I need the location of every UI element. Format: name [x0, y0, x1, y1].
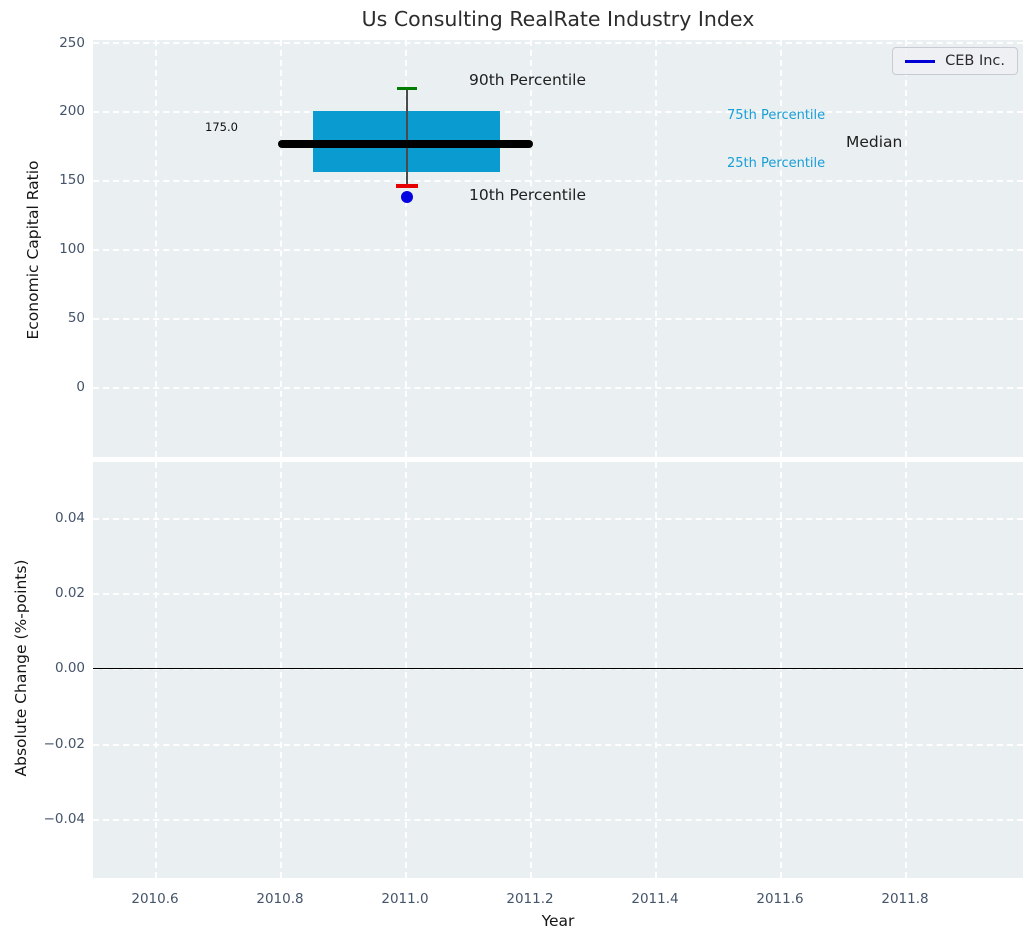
gridline — [405, 462, 407, 878]
ytick-150: 150 — [59, 172, 85, 188]
ceb-data-point — [401, 191, 413, 203]
legend-label: CEB Inc. — [945, 53, 1005, 69]
zero-baseline — [93, 667, 1023, 670]
gridline — [155, 462, 157, 878]
xtick-2011.0: 2011.0 — [381, 891, 429, 907]
gridline — [905, 462, 907, 878]
ytick-0.02: 0.02 — [54, 585, 85, 601]
annotation-25th-percentile: 25th Percentile — [727, 156, 826, 171]
ytick--0.04: −0.04 — [43, 811, 85, 827]
p90-cap — [397, 87, 417, 90]
chart-title: Us Consulting RealRate Industry Index — [361, 7, 755, 31]
whisker-line — [406, 89, 408, 187]
gridline — [655, 462, 657, 878]
gridline — [93, 249, 1023, 251]
gridline — [405, 40, 407, 457]
xtick-2011.6: 2011.6 — [756, 891, 804, 907]
xtick-2011.4: 2011.4 — [631, 891, 679, 907]
gridline — [530, 40, 532, 457]
ytick-200: 200 — [59, 103, 85, 119]
gridline — [93, 318, 1023, 320]
annotation-10th-percentile: 10th Percentile — [469, 186, 587, 204]
ytick-0.00: 0.00 — [54, 660, 85, 676]
annotation-median: Median — [846, 133, 903, 151]
gridline — [905, 40, 907, 457]
ytick-0: 0 — [76, 379, 85, 395]
gridline — [780, 462, 782, 878]
xtick-2010.6: 2010.6 — [131, 891, 179, 907]
top-plot-area: 175.0 90th Percentile 75th Percentile Me… — [93, 40, 1023, 457]
xtick-2011.2: 2011.2 — [506, 891, 554, 907]
legend-line-sample-icon — [905, 59, 936, 63]
annotation-75th-percentile: 75th Percentile — [727, 108, 826, 123]
ytick--0.02: −0.02 — [43, 736, 85, 752]
gridline — [530, 462, 532, 878]
median-line — [278, 140, 533, 148]
xtick-2010.8: 2010.8 — [256, 891, 304, 907]
ytick-250: 250 — [59, 35, 85, 51]
legend: CEB Inc. — [892, 47, 1018, 75]
gridline — [155, 40, 157, 457]
gridline — [280, 462, 282, 878]
gridline — [93, 111, 1023, 113]
gridline — [93, 42, 1023, 44]
gridline — [93, 819, 1023, 821]
median-value-label: 175.0 — [205, 120, 238, 134]
ytick-50: 50 — [67, 310, 85, 326]
xtick-2011.8: 2011.8 — [881, 891, 929, 907]
gridline — [93, 180, 1023, 182]
annotation-90th-percentile: 90th Percentile — [469, 71, 587, 89]
gridline — [655, 40, 657, 457]
gridline — [93, 387, 1023, 389]
x-axis-label: Year — [541, 912, 575, 930]
gridline — [93, 593, 1023, 595]
gridline — [780, 40, 782, 457]
gridline — [280, 40, 282, 457]
p10-cap — [396, 184, 418, 188]
bottom-plot-area — [93, 462, 1023, 878]
gridline — [93, 518, 1023, 520]
gridline — [93, 744, 1023, 746]
ytick-0.04: 0.04 — [54, 510, 85, 526]
ytick-100: 100 — [59, 241, 85, 257]
